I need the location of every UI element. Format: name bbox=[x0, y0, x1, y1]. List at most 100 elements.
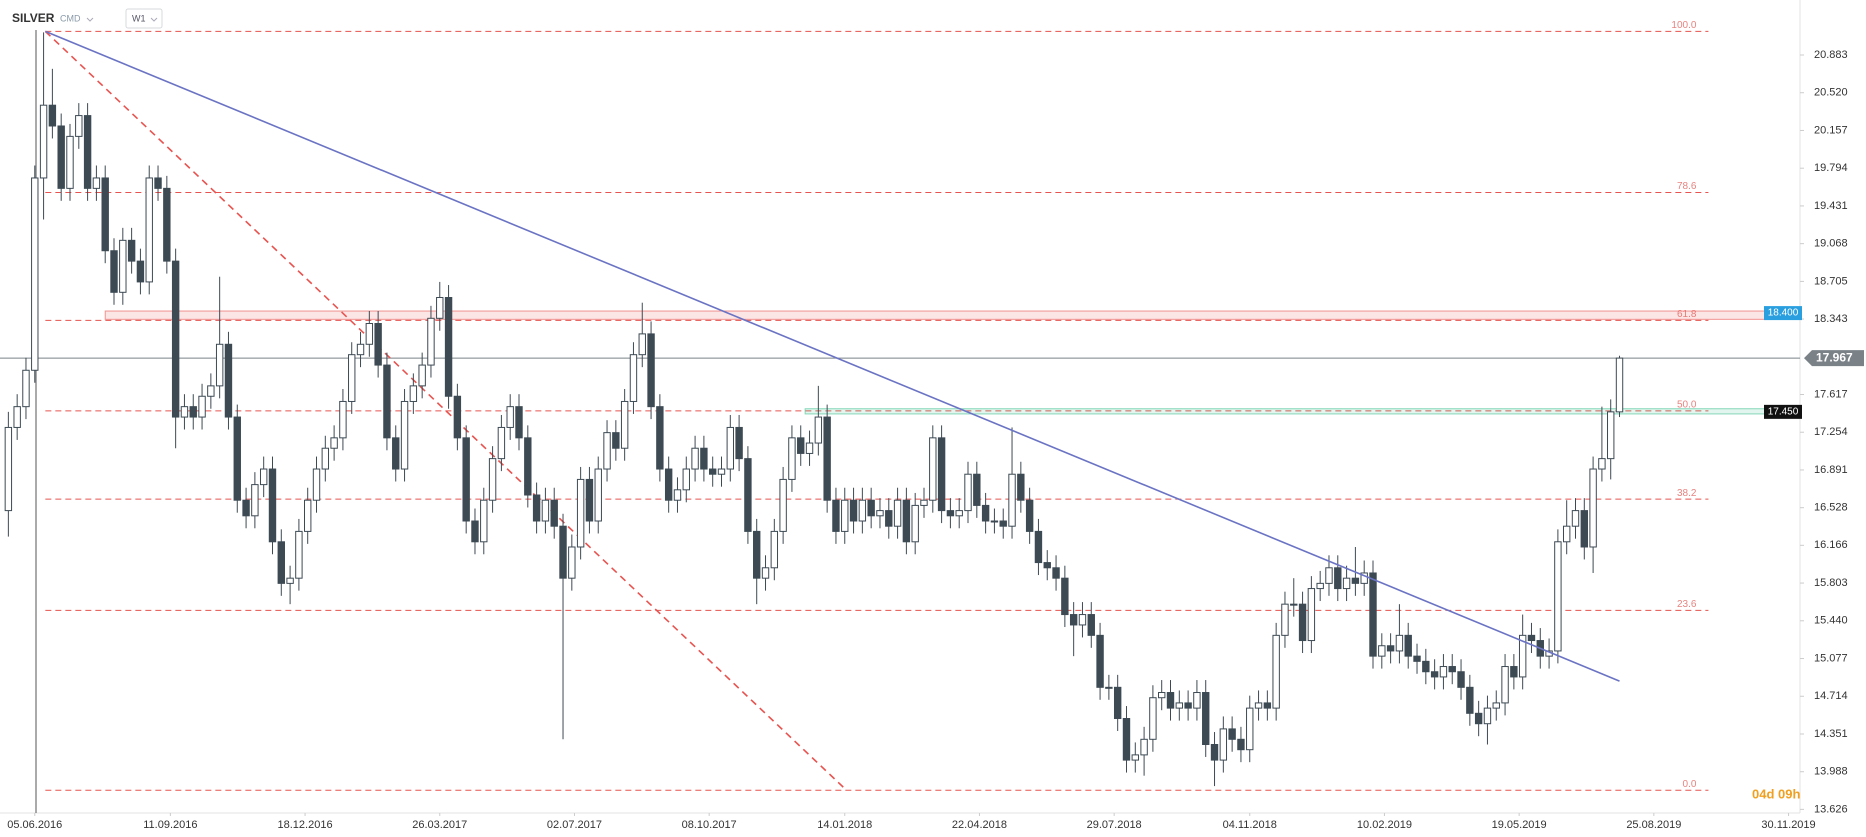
candle-body bbox=[726, 426, 735, 470]
interval-box[interactable] bbox=[125, 8, 163, 29]
candle-body bbox=[180, 406, 189, 418]
candle-body bbox=[638, 333, 646, 356]
candle-body bbox=[1369, 572, 1377, 657]
candle-body bbox=[154, 177, 162, 189]
candle-body bbox=[1474, 712, 1483, 725]
candle-body bbox=[92, 177, 101, 189]
candle-body bbox=[497, 426, 506, 460]
candle-body bbox=[682, 468, 690, 491]
candle-body bbox=[929, 437, 937, 501]
x-tick-label: 29.07.2018 bbox=[1087, 819, 1142, 831]
candle-body bbox=[1096, 634, 1104, 688]
candle-body bbox=[867, 499, 875, 517]
candle-body bbox=[1069, 614, 1078, 626]
price-badge-label: 17.967 bbox=[1816, 350, 1853, 364]
candle-body bbox=[215, 343, 224, 387]
candle-body bbox=[1386, 645, 1395, 652]
candle-body bbox=[1554, 541, 1562, 652]
candle-body bbox=[620, 400, 629, 449]
fib-label: 23.6 bbox=[1677, 599, 1697, 610]
candle-body bbox=[480, 499, 488, 543]
candle-body bbox=[418, 364, 426, 387]
candle-body bbox=[1061, 577, 1069, 616]
candle-body bbox=[1342, 577, 1351, 590]
dropdown-icon[interactable] bbox=[86, 17, 94, 22]
candle-body bbox=[1025, 499, 1034, 532]
candle-body bbox=[1237, 738, 1245, 751]
candle-body bbox=[242, 499, 250, 517]
candle-body bbox=[1483, 707, 1492, 725]
price-badge-label: 18.400 bbox=[1768, 308, 1799, 319]
candle-body bbox=[66, 135, 74, 189]
plot: 20.883 20.520 20.157 19.794 19.431 19.068 18.7… bbox=[0, 20, 1848, 831]
x-tick-label: 08.10.2017 bbox=[682, 819, 737, 831]
y-tick-label: 14.714 bbox=[1814, 690, 1848, 702]
candle-body bbox=[1466, 686, 1474, 714]
candle-body bbox=[1360, 572, 1368, 584]
candle-body bbox=[1228, 728, 1236, 740]
price-badge bbox=[1764, 404, 1802, 419]
candle-body bbox=[163, 187, 171, 262]
candle-body bbox=[1140, 738, 1148, 756]
candle-body bbox=[1598, 458, 1606, 470]
candle-body bbox=[999, 520, 1007, 527]
candle-body bbox=[1562, 525, 1571, 543]
candle-body bbox=[1316, 582, 1324, 590]
candle-body bbox=[4, 426, 13, 512]
candle-body bbox=[145, 177, 153, 283]
candle-body bbox=[101, 177, 109, 252]
candle-body bbox=[832, 499, 840, 532]
candle-body bbox=[365, 322, 374, 345]
fib-label: 0.0 bbox=[1683, 779, 1697, 790]
candle-body bbox=[1510, 666, 1518, 678]
candle-body bbox=[541, 499, 550, 522]
candle-body bbox=[656, 406, 664, 470]
candle-body bbox=[136, 260, 145, 283]
interval[interactable]: W1 bbox=[132, 13, 146, 23]
market[interactable]: CMD bbox=[60, 13, 81, 23]
candle-body bbox=[1166, 692, 1175, 709]
x-tick-label: 18.12.2016 bbox=[278, 819, 333, 831]
candle-body bbox=[392, 437, 400, 470]
y-tick-label: 16.891 bbox=[1814, 464, 1848, 476]
price-badge bbox=[1804, 350, 1864, 367]
symbol[interactable]: SILVER bbox=[12, 11, 55, 25]
candle-body bbox=[83, 115, 92, 189]
candle-body bbox=[31, 177, 39, 371]
candle-body bbox=[788, 437, 796, 480]
candle-body bbox=[321, 447, 330, 470]
candle-body bbox=[1580, 510, 1588, 548]
candle-body bbox=[1457, 671, 1465, 688]
zone bbox=[104, 310, 1801, 320]
candle-body bbox=[1571, 510, 1580, 527]
candle-body bbox=[1122, 718, 1131, 761]
candle-body bbox=[1078, 614, 1087, 626]
candle-body bbox=[814, 416, 823, 444]
candle-body bbox=[576, 478, 585, 548]
candle-body bbox=[770, 530, 779, 569]
candle-body bbox=[1422, 660, 1430, 673]
x-tick-label: 25.08.2019 bbox=[1626, 819, 1681, 831]
fib-diagonal bbox=[44, 30, 848, 791]
candle-body bbox=[427, 317, 435, 366]
candle-body bbox=[990, 520, 999, 523]
dropdown-icon[interactable] bbox=[150, 17, 158, 22]
candle-body bbox=[383, 364, 391, 439]
candle-body bbox=[1149, 697, 1157, 740]
candle-body bbox=[506, 406, 514, 428]
candle-body bbox=[629, 354, 638, 402]
candle-body bbox=[885, 510, 893, 527]
candle-body bbox=[1492, 702, 1500, 709]
price-badge bbox=[1764, 306, 1802, 321]
candle-body bbox=[1184, 702, 1192, 709]
candle-body bbox=[348, 354, 356, 402]
candle-body bbox=[664, 468, 673, 501]
candle-body bbox=[841, 499, 849, 532]
candle-body bbox=[110, 250, 118, 293]
candle-body bbox=[647, 333, 655, 408]
candle-body bbox=[691, 447, 699, 470]
trendline bbox=[45, 30, 1620, 682]
y-tick-label: 17.254 bbox=[1814, 426, 1848, 438]
candle-body bbox=[585, 478, 594, 522]
candle-body bbox=[1087, 614, 1095, 636]
